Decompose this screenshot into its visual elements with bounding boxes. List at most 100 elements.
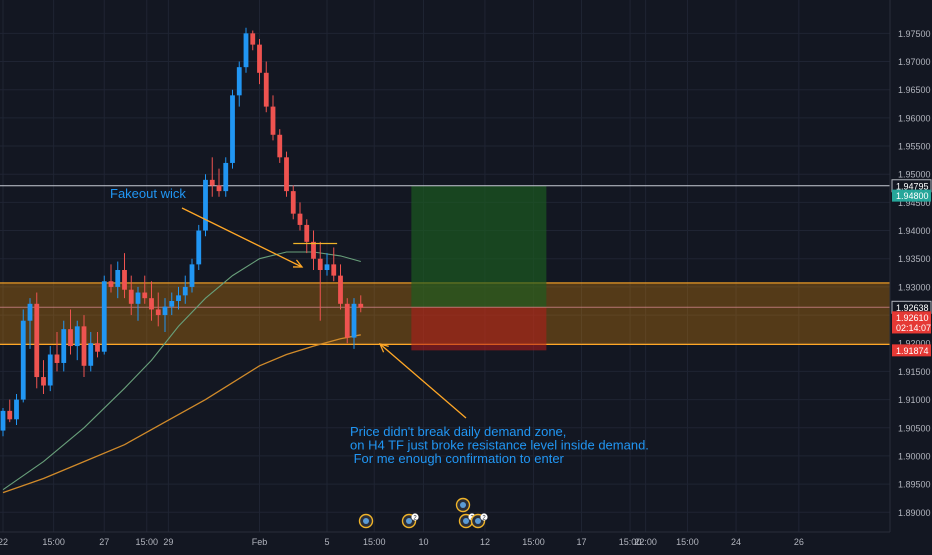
candle[interactable] xyxy=(68,309,73,355)
candle[interactable] xyxy=(41,360,46,394)
candle-body xyxy=(263,72,269,107)
candle[interactable] xyxy=(304,219,310,254)
candle-body xyxy=(331,264,337,276)
candle[interactable] xyxy=(257,38,262,85)
candle[interactable] xyxy=(95,331,100,358)
candle[interactable] xyxy=(81,315,87,378)
event-badges[interactable]: 222 xyxy=(358,497,488,529)
candle-body xyxy=(101,281,107,352)
candle[interactable] xyxy=(290,185,296,220)
candle[interactable] xyxy=(54,331,60,372)
price-label-box xyxy=(892,321,931,334)
time-tick-label: 15:00 xyxy=(136,537,159,547)
candle[interactable] xyxy=(182,275,188,304)
candle-body xyxy=(115,270,121,287)
ma-slow-line xyxy=(2,334,361,494)
candle[interactable] xyxy=(324,253,330,276)
price-label: 1.94800 xyxy=(892,189,931,202)
candle-body xyxy=(128,289,134,304)
candle[interactable] xyxy=(169,292,175,316)
candle[interactable] xyxy=(108,264,114,293)
candle[interactable] xyxy=(216,168,222,197)
time-axis[interactable]: 22 15:00 27 15:00 29 Feb 5 15:00 10 12 15:00 17 15:0… xyxy=(0,531,932,550)
candle[interactable] xyxy=(263,61,269,113)
candle[interactable] xyxy=(277,129,283,163)
candle[interactable] xyxy=(115,261,121,299)
candle[interactable] xyxy=(297,202,303,231)
time-tick-label: 22:00 xyxy=(634,537,657,547)
candle[interactable] xyxy=(351,298,357,349)
annotation-1: Price didn't break daily demand zone, on … xyxy=(350,424,649,466)
candle-body xyxy=(243,33,249,68)
candle-body xyxy=(135,292,141,304)
candle-body xyxy=(317,258,323,270)
price-label: 1.91874 xyxy=(892,344,931,357)
candle[interactable] xyxy=(128,275,134,316)
candle[interactable] xyxy=(358,295,364,313)
candle[interactable] xyxy=(162,298,168,332)
time-tick-label: 15:00 xyxy=(363,537,386,547)
candle[interactable] xyxy=(135,286,141,321)
event-badge[interactable]: 2 xyxy=(401,513,419,529)
price-tick-label: 1.92000 xyxy=(898,339,931,349)
price-axis-bg xyxy=(890,0,932,550)
candle-body xyxy=(162,306,168,316)
candle[interactable] xyxy=(122,253,127,299)
time-tick-label: 15:00 xyxy=(619,537,642,547)
candle[interactable] xyxy=(176,286,181,310)
candle[interactable] xyxy=(14,393,19,425)
candle[interactable] xyxy=(311,230,316,270)
candle[interactable] xyxy=(101,275,107,355)
candle[interactable] xyxy=(223,157,229,197)
price-tick-label: 1.95500 xyxy=(898,142,931,152)
candle[interactable] xyxy=(88,331,94,372)
candle-body xyxy=(324,264,330,270)
price-axis[interactable]: 1.97500 1.97000 1.96500 1.96000 1.95500 1.950… xyxy=(889,0,932,550)
candles-layer[interactable] xyxy=(0,27,364,437)
candle-body xyxy=(290,191,296,214)
candle[interactable] xyxy=(270,95,276,141)
candle[interactable] xyxy=(61,320,67,372)
candle[interactable] xyxy=(7,399,13,423)
candle[interactable] xyxy=(0,408,6,437)
candle[interactable] xyxy=(34,292,40,389)
candle[interactable] xyxy=(142,275,148,304)
candle[interactable] xyxy=(284,151,289,197)
candle-body xyxy=(250,33,256,45)
event-badge[interactable] xyxy=(358,513,374,529)
event-badge[interactable]: 2 xyxy=(470,513,488,529)
candle[interactable] xyxy=(74,320,80,361)
candle-body xyxy=(311,241,316,259)
price-tick-label: 1.89000 xyxy=(898,508,931,518)
candle-body xyxy=(338,275,343,304)
candle[interactable] xyxy=(209,157,215,197)
candle[interactable] xyxy=(230,89,235,169)
event-badge[interactable] xyxy=(455,497,471,513)
candle[interactable] xyxy=(203,174,208,237)
candle[interactable] xyxy=(338,264,343,310)
candle-body xyxy=(88,343,94,366)
candle[interactable] xyxy=(250,30,256,51)
candle[interactable] xyxy=(155,292,161,327)
candle[interactable] xyxy=(20,309,26,403)
price-label-box xyxy=(892,189,931,202)
candle[interactable] xyxy=(344,298,350,344)
candle[interactable] xyxy=(317,241,323,321)
candle-body xyxy=(189,264,195,287)
time-tick-label: 15:00 xyxy=(522,537,545,547)
candle[interactable] xyxy=(236,61,242,107)
candle[interactable] xyxy=(243,27,249,73)
candle[interactable] xyxy=(196,224,202,270)
candle[interactable] xyxy=(47,346,53,392)
event-badge-dot xyxy=(406,518,412,524)
price-label: 1.92610 xyxy=(892,311,931,324)
candle[interactable] xyxy=(149,281,154,321)
candle-body xyxy=(297,213,303,225)
candle[interactable] xyxy=(27,298,33,349)
candle[interactable] xyxy=(331,247,337,282)
candle[interactable] xyxy=(189,258,195,293)
profit-zone xyxy=(411,185,547,308)
annotation-line: Price didn't break daily demand zone, xyxy=(350,424,566,439)
drawings-layer: Fakeout wick Price didn't break daily dem… xyxy=(110,186,649,466)
